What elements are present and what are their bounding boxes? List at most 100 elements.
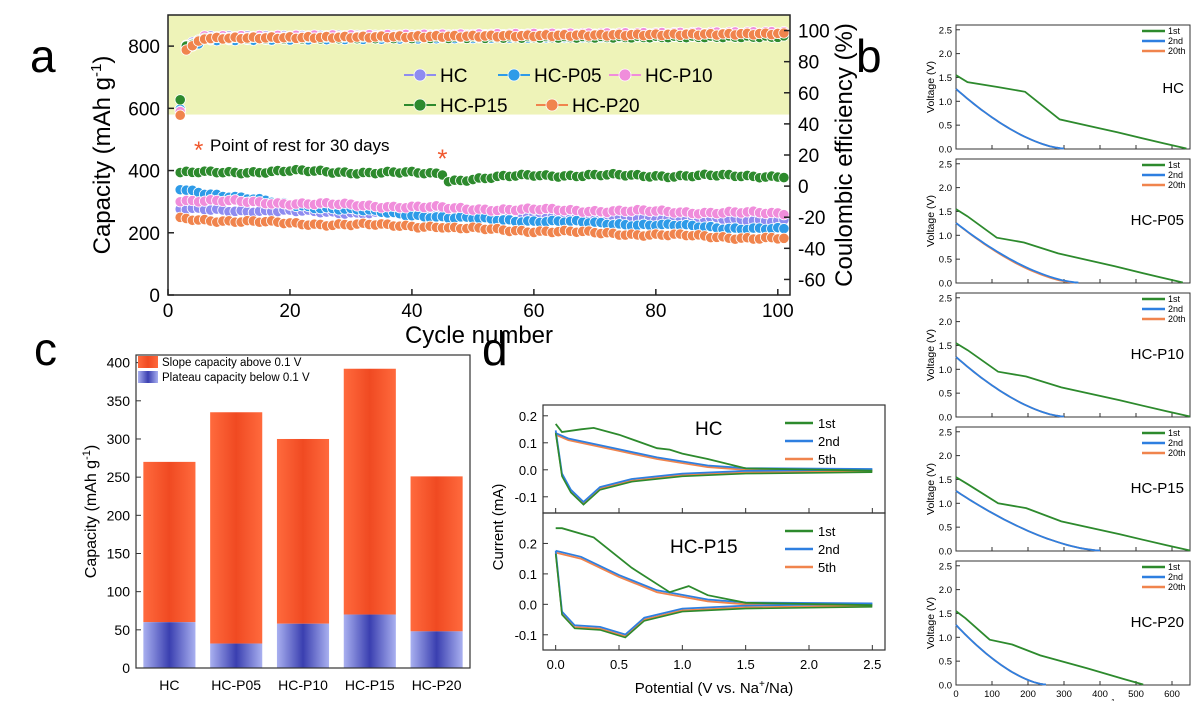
panel-label-c: c (34, 323, 57, 375)
panel-a-ylabel: Capacity (mAh g-1) (88, 56, 116, 255)
y-axis-label-sup: -1 (81, 450, 93, 460)
y-tick-label: 0 (122, 660, 130, 676)
y-tick-label: 1.0 (939, 365, 952, 376)
subplot-title: HC-P15 (1131, 480, 1184, 497)
y-tick-label: 2.5 (939, 159, 952, 170)
subplot-frame (955, 292, 1191, 418)
bar-plateau (343, 614, 396, 668)
y-tick-label: 400 (107, 355, 131, 371)
y-axis-label: Voltage (V) (925, 597, 937, 649)
x-tick-label: 60 (523, 301, 544, 322)
y-tick-label: 250 (107, 469, 131, 485)
y-tick-label: 2.5 (939, 427, 952, 438)
y-axis-label-text: Capacity (mAh g (83, 460, 100, 578)
y-tick-label: 1.0 (939, 633, 952, 644)
y-tick-label: 200 (107, 507, 131, 523)
legend-label: HC-P10 (645, 66, 713, 87)
y-tick-label: 2.0 (939, 183, 952, 194)
legend-marker (545, 98, 559, 112)
y-right-tick-label: -40 (798, 239, 825, 260)
category-label: HC (159, 677, 179, 693)
x-tick-label: 0.5 (610, 657, 628, 672)
ce-point (778, 27, 790, 39)
cv-cathodic-curve (554, 550, 873, 636)
discharge-curve (955, 476, 1191, 552)
y-tick-label: 150 (107, 545, 131, 561)
plot-frame (135, 354, 471, 669)
y-axis-label-tail: ) (83, 445, 100, 450)
legend-marker (413, 68, 427, 82)
y-tick-label: 0 (149, 286, 160, 307)
y-axis-label: Current (mA) (490, 484, 507, 571)
y-right-tick-label: 40 (798, 115, 819, 136)
y-tick-label: 400 (128, 162, 160, 183)
legend-marker (618, 68, 632, 82)
x-tick-label: 100 (762, 301, 794, 322)
y-tick-label: 0.0 (939, 279, 952, 290)
y-tick-label: 0.5 (939, 121, 952, 132)
legend-label: 1st (1168, 562, 1181, 572)
y-tick-label: 0.0 (939, 547, 952, 558)
x-tick-label: 40 (401, 301, 422, 322)
bar-slope (276, 438, 330, 624)
legend-label: 20th (1168, 180, 1186, 190)
panel-a-ylabel-right: Coulombic efficiency (%) (831, 23, 858, 287)
y-axis-label: Capacity (mAh g-1) (81, 445, 100, 578)
discharge-curve (955, 490, 1101, 552)
discharge-curve (955, 74, 1187, 150)
bar-slope (210, 412, 263, 644)
legend-label: 20th (1168, 448, 1186, 458)
subplot-title: HC-P15 (670, 537, 738, 558)
legend-label: 1st (1168, 160, 1181, 170)
y-axis-label: Voltage (V) (925, 61, 937, 113)
y-tick-label: 2.0 (939, 317, 952, 328)
y-tick-label: 0.1 (519, 436, 537, 451)
panel-a-cycling: 0 20 40 60 80 100 0 200 400 600 800 -60 -40 -20 0 20 40 6… (88, 14, 858, 349)
x-tick-label: 0 (163, 301, 174, 322)
category-label: HC-P05 (211, 677, 261, 693)
y-tick-label: 100 (107, 584, 131, 600)
x-tick-label: 1.0 (673, 657, 691, 672)
discharge-curve (955, 356, 1065, 418)
subplot-frame (955, 560, 1191, 686)
x-axis-label: Potential (V vs. Na+/Na) (635, 679, 793, 697)
cv-cathodic-curve (554, 552, 873, 638)
y-right-tick-label: -20 (798, 208, 825, 229)
subplot-title: HC (1162, 80, 1184, 97)
y-tick-label: 2.0 (939, 49, 952, 60)
panel-d-subplot: -0.1 0.0 0.1 0.2 1st 2nd 5th HC (515, 404, 886, 514)
discharge-curve (955, 490, 1101, 552)
legend-label: HC (440, 66, 467, 87)
y-tick-label: 2.0 (939, 585, 952, 596)
y-tick-label: 600 (128, 99, 160, 120)
y-tick-label: 0.0 (939, 145, 952, 156)
x-axis-label-text: Potential (V vs. Na (635, 680, 760, 697)
y-tick-label: 0.1 (519, 567, 537, 582)
legend-label: 5th (818, 452, 836, 467)
legend-swatch (138, 356, 158, 368)
y-tick-label: 0.5 (939, 523, 952, 534)
x-tick-label: 1.5 (737, 657, 755, 672)
legend-marker (507, 68, 521, 82)
bar-slope (343, 368, 396, 615)
capacity-point (778, 232, 790, 244)
category-label: HC-P20 (412, 677, 462, 693)
legend-label: 20th (1168, 582, 1186, 592)
y-right-tick-label: 80 (798, 53, 819, 74)
y-tick-label: 350 (107, 393, 131, 409)
cv-cathodic-curve-first (554, 432, 873, 506)
cv-cathodic-curve-first (554, 553, 873, 639)
y-tick-label: 0.5 (939, 657, 952, 668)
legend-label: 1st (818, 416, 836, 431)
x-tick-label: 500 (1128, 689, 1144, 700)
x-tick-label: 2.0 (800, 657, 818, 672)
x-axis-label-tail: /Na) (765, 680, 793, 697)
bar-plateau (410, 631, 463, 668)
legend-label: 1st (1168, 294, 1181, 304)
discharge-curve (955, 342, 1191, 418)
x-axis-label-sup: + (759, 679, 765, 690)
